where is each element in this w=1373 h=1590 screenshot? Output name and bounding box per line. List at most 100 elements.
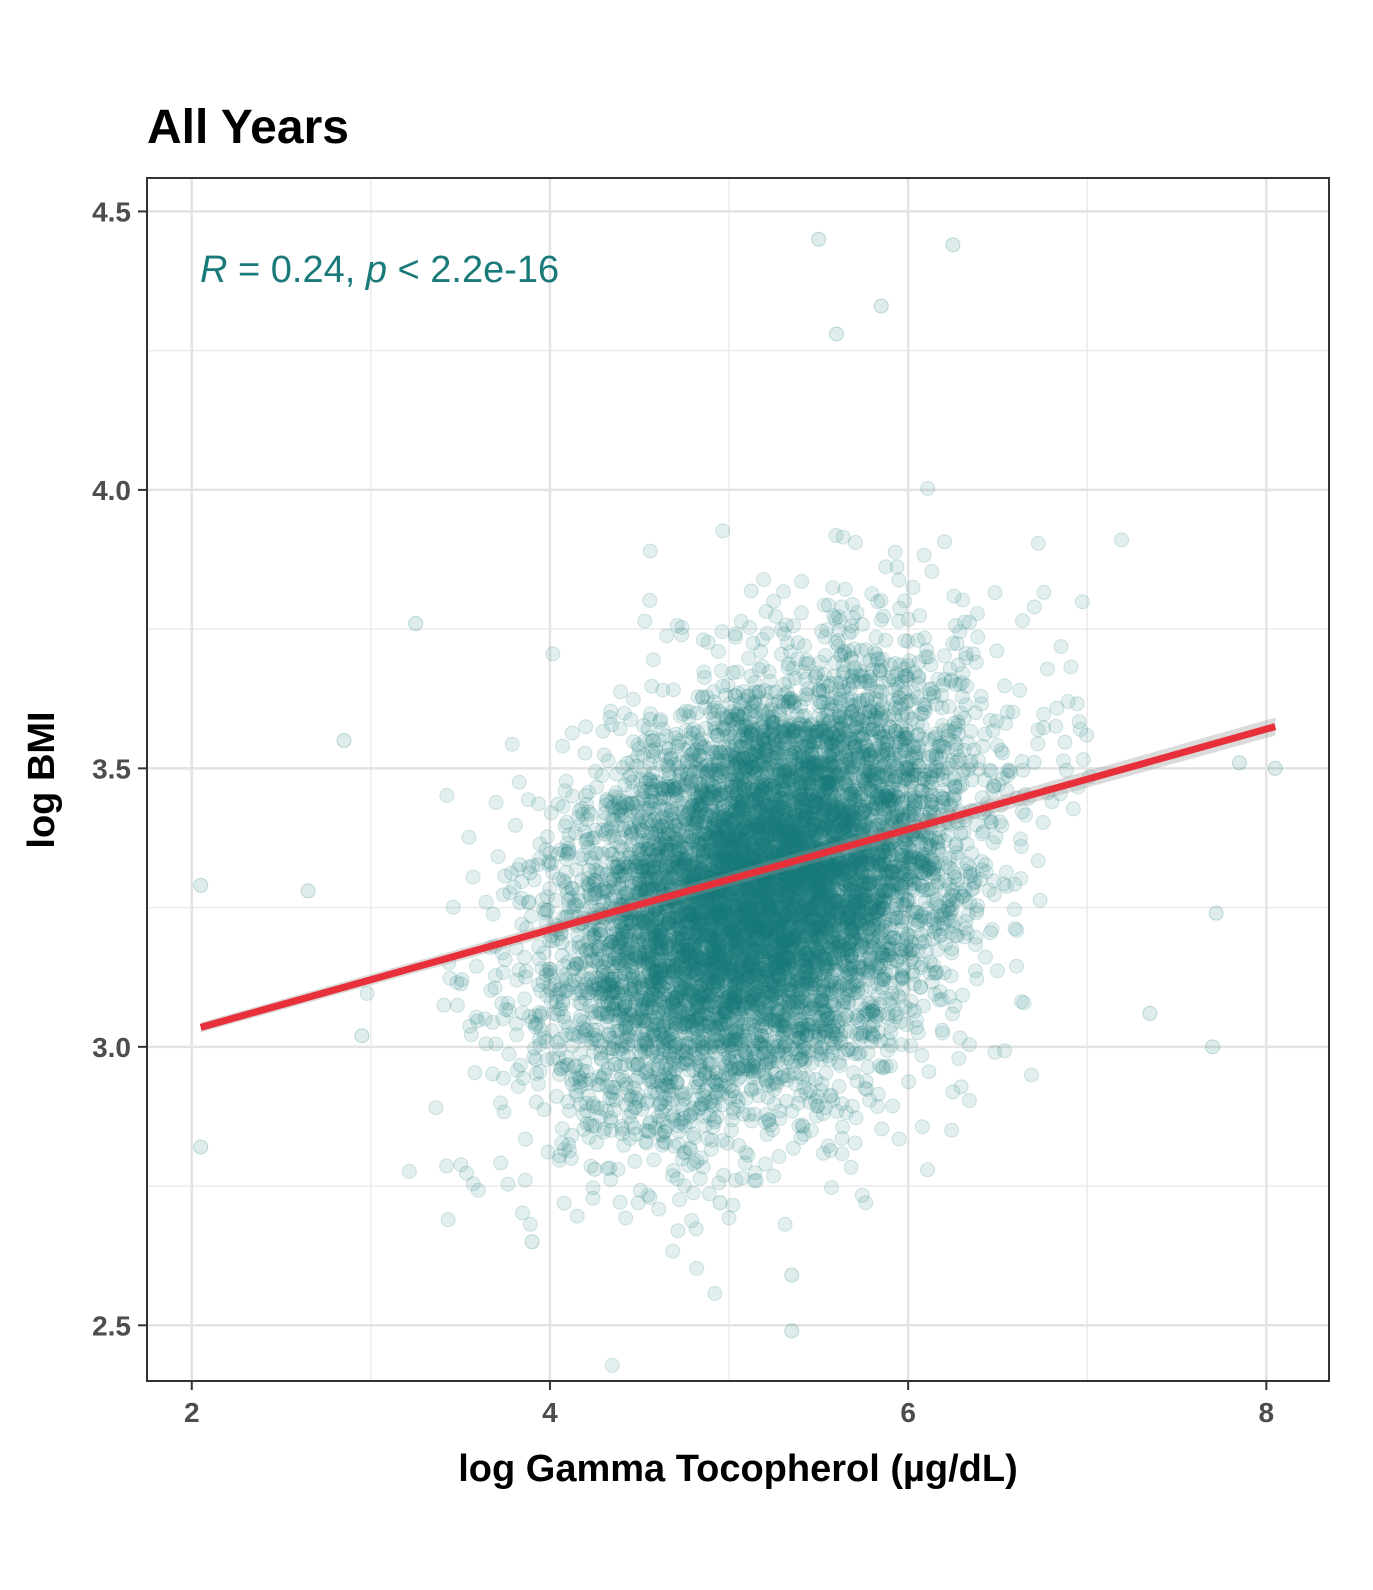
data-point [461, 829, 477, 845]
data-point [750, 738, 766, 754]
data-point [676, 828, 692, 844]
data-point [845, 916, 861, 932]
data-point [887, 544, 903, 560]
data-point [648, 970, 664, 986]
data-point [707, 1286, 723, 1301]
data-point [893, 813, 909, 829]
data-point [995, 745, 1010, 761]
data-point [440, 1212, 456, 1228]
data-point [816, 777, 832, 793]
data-point [703, 760, 719, 775]
data-point [1006, 902, 1022, 917]
data-point [614, 951, 630, 967]
data-point [767, 876, 783, 891]
data-point [778, 885, 794, 901]
data-point [896, 794, 912, 810]
data-point [793, 605, 809, 621]
data-point [695, 1007, 711, 1023]
data-point [605, 921, 621, 937]
data-point [766, 831, 782, 847]
data-point [784, 1042, 800, 1057]
data-point [887, 682, 903, 698]
data-point [825, 736, 841, 752]
data-point [937, 534, 953, 550]
data-point [920, 481, 936, 496]
data-point [751, 823, 767, 839]
data-point [755, 881, 771, 897]
data-point [771, 914, 787, 930]
data-point [787, 928, 802, 944]
data-point [1013, 871, 1029, 887]
data-point [824, 1180, 839, 1195]
data-point [699, 826, 715, 842]
data-point [645, 652, 661, 668]
data-point [798, 965, 814, 981]
data-point [717, 850, 733, 866]
data-point [625, 824, 641, 840]
data-point [517, 949, 533, 965]
data-point [825, 580, 841, 596]
data-point [728, 943, 744, 959]
data-point [887, 706, 902, 722]
data-point [885, 1098, 901, 1114]
data-point [1030, 853, 1046, 869]
data-point [1032, 892, 1048, 908]
data-point [691, 840, 706, 856]
data-point [743, 905, 759, 921]
data-point [717, 1008, 733, 1024]
data-point [543, 805, 559, 821]
data-point [844, 853, 860, 868]
data-point [842, 807, 858, 823]
data-point [467, 1065, 483, 1081]
data-point [751, 965, 767, 981]
data-point [864, 885, 880, 901]
data-point [569, 956, 585, 972]
data-point [706, 864, 722, 880]
data-point [736, 802, 752, 818]
data-point [823, 702, 839, 718]
data-point [709, 1033, 725, 1049]
data-point [740, 898, 756, 914]
data-point [686, 894, 702, 910]
data-point [891, 1131, 907, 1147]
data-point [731, 901, 747, 917]
data-point [867, 743, 883, 759]
data-point [662, 910, 678, 926]
data-point [973, 688, 989, 704]
data-point [738, 924, 754, 940]
data-point [645, 1043, 661, 1059]
data-point [721, 1016, 737, 1032]
data-point [763, 757, 779, 773]
data-point [699, 959, 715, 974]
data-point [682, 1001, 698, 1017]
data-point [763, 903, 779, 919]
data-point [1009, 923, 1025, 938]
data-point [428, 1100, 444, 1116]
data-point [627, 997, 643, 1013]
data-point [905, 579, 921, 595]
data-point [439, 787, 455, 803]
data-point [522, 1216, 538, 1232]
data-point [652, 969, 668, 985]
data-point [830, 855, 846, 871]
data-point [743, 900, 759, 916]
data-point [888, 909, 904, 925]
data-point [721, 1210, 737, 1226]
data-point [934, 795, 950, 811]
data-point [671, 1036, 687, 1052]
data-point [729, 932, 745, 948]
data-point [630, 1195, 646, 1211]
data-point [638, 916, 654, 932]
data-point [914, 1119, 930, 1135]
data-point [829, 1029, 844, 1045]
data-point [665, 682, 681, 698]
data-point [741, 1107, 757, 1122]
data-points [193, 231, 1283, 1373]
data-point [751, 753, 767, 769]
data-point [818, 756, 834, 772]
data-point [713, 1012, 729, 1028]
data-point [768, 948, 784, 964]
data-point [840, 823, 856, 839]
data-point [645, 966, 660, 982]
data-point [815, 790, 831, 806]
